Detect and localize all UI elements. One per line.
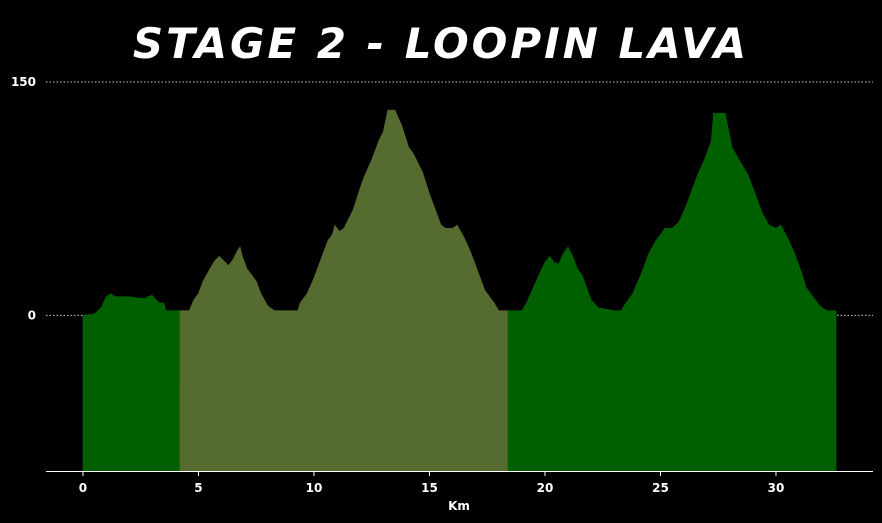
elevation-segment-2 [179,109,509,472]
chart-title: STAGE 2 - LOOPIN LAVA [133,19,749,68]
x-tick-label-5: 5 [194,481,202,495]
x-tick-label-15: 15 [421,481,438,495]
elevation-segment-3 [507,112,837,472]
x-tick-label-30: 30 [768,481,785,495]
x-tick-label-0: 0 [79,481,87,495]
x-tick-label-25: 25 [652,481,669,495]
y-axis-ticks: 0 150 [11,75,36,322]
x-tick-label-10: 10 [306,481,323,495]
elevation-area [82,109,837,472]
y-tick-label-150: 150 [11,75,36,89]
y-tick-label-0: 0 [28,308,36,322]
x-axis-label: Km [448,499,470,513]
elevation-segment-1 [82,293,181,472]
x-axis-ticks: 0 5 10 15 20 25 30 [79,471,785,495]
x-tick-label-20: 20 [537,481,554,495]
